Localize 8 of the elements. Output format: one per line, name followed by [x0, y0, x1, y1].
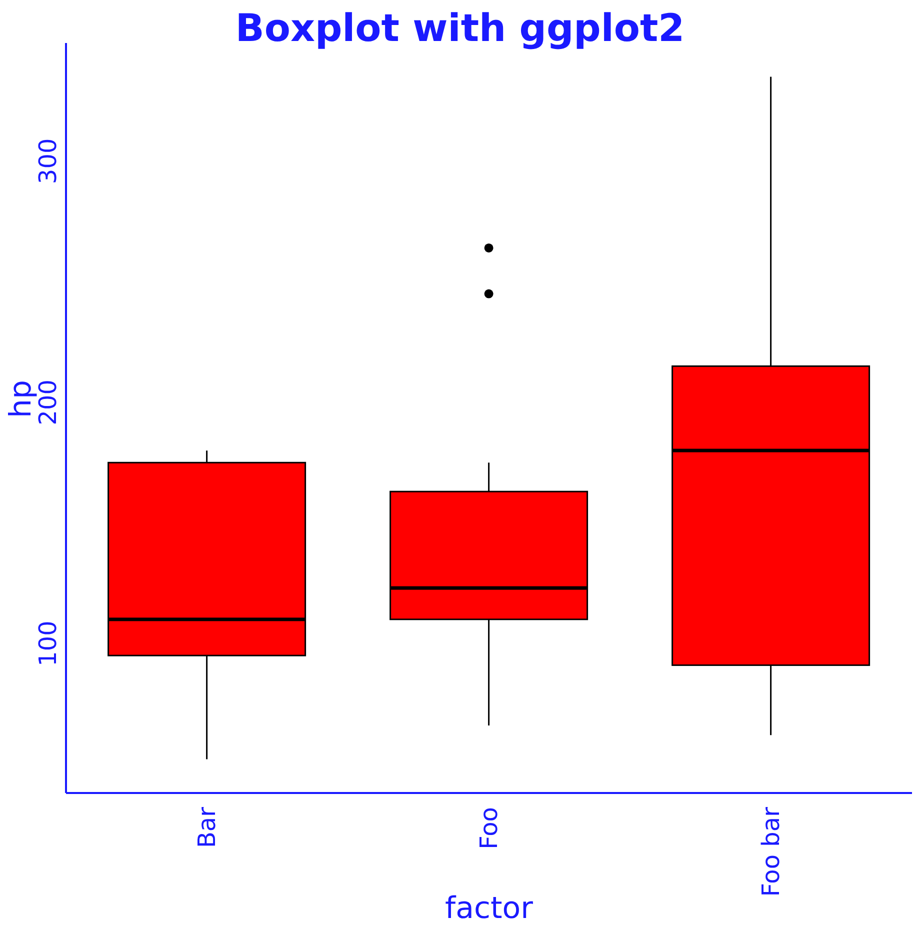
- x-tick-label: Foo: [475, 807, 503, 850]
- y-tick-label: 300: [34, 138, 62, 184]
- y-axis-title: hp: [4, 380, 39, 418]
- chart-title: Boxplot with ggplot2: [234, 6, 686, 50]
- x-axis-title: factor: [445, 891, 534, 926]
- y-tick-label: 100: [34, 620, 62, 666]
- x-tick-label: Foo bar: [757, 806, 785, 897]
- x-tick-label: Bar: [193, 806, 221, 848]
